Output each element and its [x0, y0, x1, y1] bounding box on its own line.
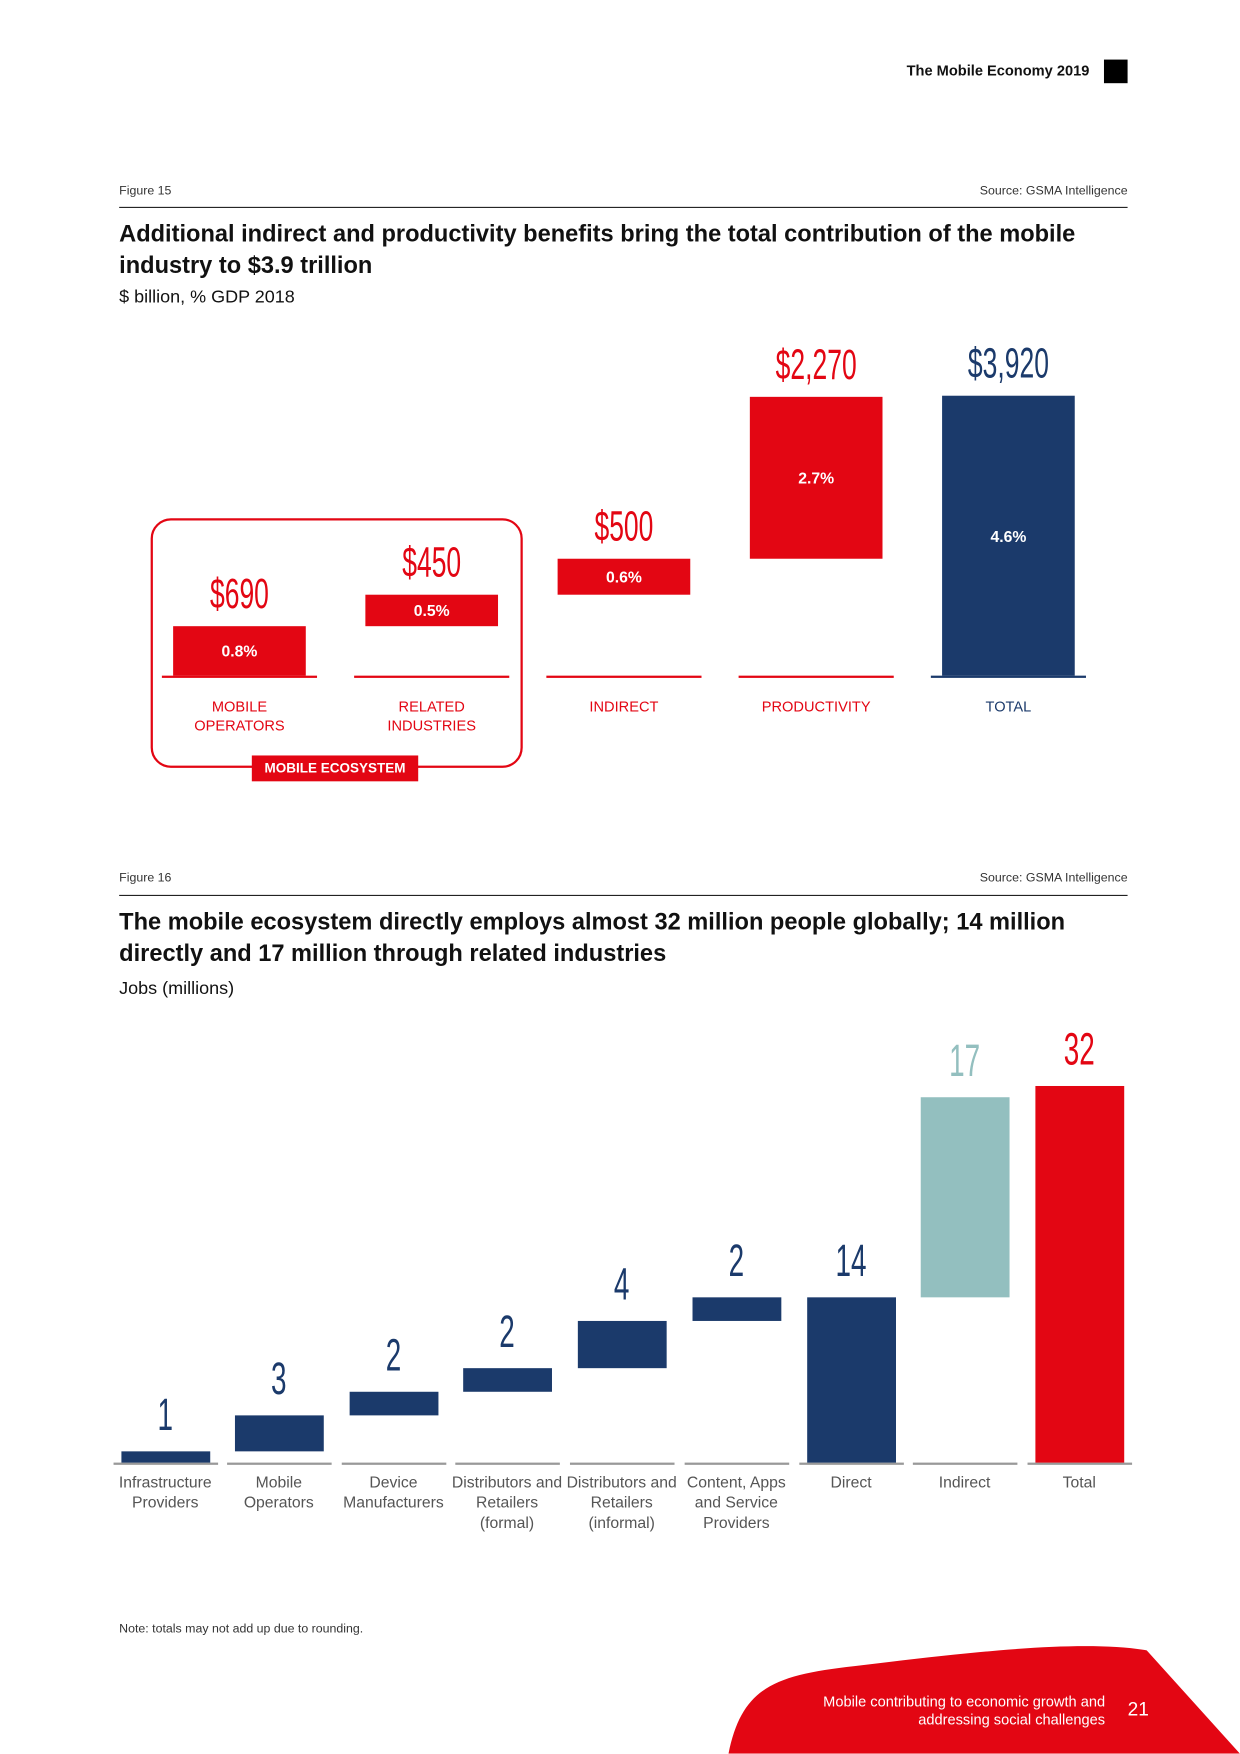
value-label: 1: [157, 1390, 174, 1440]
value-label: 2: [499, 1307, 515, 1358]
bar: [173, 626, 306, 676]
logo: [1103, 59, 1128, 84]
category-label: Distributors and Retailers (formal): [451, 1472, 563, 1532]
figure-subtitle: $ billion, % GDP 2018: [119, 287, 295, 307]
ecosystem-label: MOBILE ECOSYSTEM: [251, 755, 419, 782]
bar: [691, 1297, 781, 1322]
baseline: [930, 675, 1086, 678]
category-label: Mobile Operators: [243, 1472, 314, 1511]
category-label: MOBILE OPERATORS: [194, 698, 285, 735]
value-label: $3,920: [967, 340, 1049, 388]
rule: [119, 894, 1128, 896]
bar: [749, 396, 883, 559]
category-label: Direct: [830, 1472, 872, 1491]
baseline: [112, 1462, 218, 1465]
source: Source: GSMA Intelligence: [979, 184, 1128, 198]
bar: [1034, 1085, 1124, 1463]
value-label: 14: [835, 1237, 867, 1287]
baseline: [798, 1462, 904, 1465]
category-label: Total: [1062, 1472, 1096, 1491]
share-label: 0.6%: [605, 567, 642, 586]
baseline: [1026, 1462, 1132, 1465]
baseline: [454, 1462, 560, 1465]
figure-title: The mobile ecosystem directly employs al…: [119, 909, 1066, 967]
bar: [806, 1297, 896, 1463]
baseline: [912, 1462, 1017, 1465]
source: Source: GSMA Intelligence: [979, 871, 1128, 885]
baseline: [354, 675, 510, 678]
figure-title: Additional indirect and productivity ben…: [119, 221, 1076, 279]
category-label: Content, Apps and Service Providers: [686, 1472, 786, 1532]
bar: [557, 558, 691, 595]
value-label: $450: [402, 539, 462, 587]
share-label: 0.5%: [413, 601, 450, 620]
category-label: Distributors and Retailers (informal): [566, 1472, 677, 1532]
value-label: $500: [594, 503, 654, 551]
figure-label: Figure 16: [119, 871, 172, 885]
bar: [349, 1391, 438, 1416]
value-label: $2,270: [775, 341, 857, 389]
category-label: INDIRECT: [589, 698, 659, 715]
value-label: 4: [613, 1260, 630, 1311]
value-label: 2: [728, 1237, 745, 1287]
bar: [942, 395, 1075, 676]
header-title: The Mobile Economy 2019: [906, 61, 1090, 79]
bar: [462, 1368, 552, 1392]
page-number: 21: [1127, 1698, 1149, 1721]
category-label: RELATED INDUSTRIES: [387, 698, 476, 735]
bar: [365, 594, 499, 627]
category-label: Device Manufacturers: [343, 1472, 444, 1511]
baseline: [684, 1462, 789, 1465]
baseline: [738, 675, 894, 678]
category-label: Indirect: [938, 1472, 991, 1491]
baseline: [341, 1462, 446, 1465]
share-label: 4.6%: [990, 526, 1027, 545]
section-title: Mobile contributing to economic growth a…: [823, 1693, 1106, 1728]
category-label: Infrastructure Providers: [118, 1472, 212, 1511]
baseline: [546, 675, 702, 678]
baseline: [161, 675, 318, 678]
value-label: $690: [209, 571, 269, 619]
value-label: 17: [949, 1037, 981, 1087]
share-label: 2.7%: [798, 468, 835, 487]
category-label: PRODUCTIVITY: [761, 698, 871, 715]
category-label: TOTAL: [985, 698, 1032, 715]
bar: [234, 1415, 324, 1451]
baseline: [226, 1462, 332, 1465]
bar: [920, 1097, 1009, 1298]
value-label: 2: [385, 1331, 402, 1381]
rule: [119, 206, 1128, 208]
value-label: 32: [1063, 1025, 1095, 1075]
bar: [120, 1450, 210, 1463]
footer-band: [728, 1646, 1240, 1754]
baseline: [569, 1462, 674, 1465]
note: Note: totals may not add up due to round…: [119, 1622, 364, 1636]
bar: [577, 1321, 667, 1369]
figure-subtitle: Jobs (millions): [119, 979, 235, 999]
share-label: 0.8%: [221, 642, 258, 660]
figure-label: Figure 15: [119, 184, 172, 198]
value-label: 3: [271, 1354, 287, 1405]
